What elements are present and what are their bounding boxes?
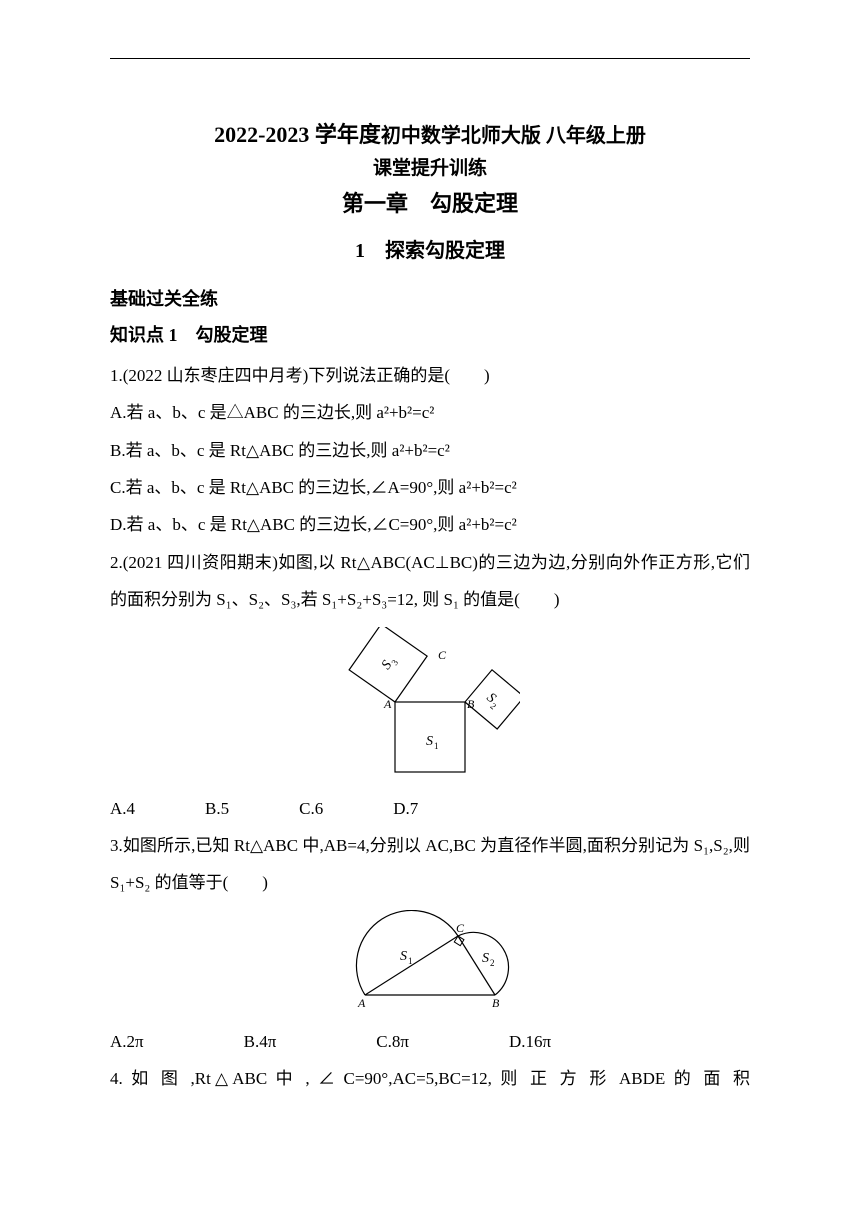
q2-option-c: C.6 (299, 790, 323, 827)
q2-option-a: A.4 (110, 790, 135, 827)
q1-option-c: C.若 a、b、c 是 Rt△ABC 的三边长,∠A=90°,则 a²+b²=c… (110, 469, 750, 506)
svg-text:S: S (400, 949, 407, 964)
q3-figure: A B C S 1 S 2 (110, 910, 750, 1015)
document-title-line1: 2022-2023 学年度初中数学北师大版 八年级上册 (110, 120, 750, 151)
svg-text:S: S (426, 734, 433, 749)
q3-options: A.2π B.4π C.8π D.16π (110, 1023, 750, 1060)
q1-option-d: D.若 a、b、c 是 Rt△ABC 的三边长,∠C=90°,则 a²+b²=c… (110, 506, 750, 543)
header-rule (110, 58, 750, 59)
q2-diagram-svg: S 1 A B S 3 S 2 C (340, 627, 520, 777)
heading-basic: 基础过关全练 (110, 285, 750, 311)
q3-diagram-svg: A B C S 1 S 2 (330, 910, 530, 1010)
q2-figure: S 1 A B S 3 S 2 C (110, 627, 750, 782)
q2-options: A.4 B.5 C.6 D.7 (110, 790, 750, 827)
q2-option-d: D.7 (393, 790, 418, 827)
svg-text:S: S (482, 951, 489, 966)
q2-option-b: B.5 (205, 790, 229, 827)
title-rest: 初中数学北师大版 八年级上册 (381, 125, 646, 147)
svg-text:2: 2 (490, 958, 495, 968)
q3-stem: 3.如图所示,已知 Rt△ABC 中,AB=4,分别以 AC,BC 为直径作半圆… (110, 827, 750, 902)
chapter-title: 第一章 勾股定理 (110, 186, 750, 218)
q1-option-b: B.若 a、b、c 是 Rt△ABC 的三边长,则 a²+b²=c² (110, 432, 750, 469)
section-title: 1 探索勾股定理 (110, 234, 750, 263)
q1-option-a: A.若 a、b、c 是△ABC 的三边长,则 a²+b²=c² (110, 394, 750, 431)
svg-text:1: 1 (434, 741, 439, 751)
heading-kp1: 知识点 1 勾股定理 (110, 321, 750, 347)
svg-text:A: A (357, 996, 366, 1010)
title-year: 2022-2023 学年度 (214, 122, 381, 147)
q3-option-b: B.4π (244, 1023, 277, 1060)
q4-stem: 4. 如 图 ,Rt△ABC 中 , ∠ C=90°,AC=5,BC=12, 则… (110, 1060, 750, 1097)
q3-option-c: C.8π (376, 1023, 409, 1060)
q3-option-d: D.16π (509, 1023, 551, 1060)
q2-stem: 2.(2021 四川资阳期末)如图,以 Rt△ABC(AC⊥BC)的三边为边,分… (110, 544, 750, 619)
svg-text:1: 1 (408, 956, 413, 966)
q1-stem: 1.(2022 山东枣庄四中月考)下列说法正确的是( ) (110, 357, 750, 394)
document-title-line2: 课堂提升训练 (110, 153, 750, 180)
svg-text:C: C (438, 648, 447, 662)
q3-option-a: A.2π (110, 1023, 144, 1060)
svg-text:B: B (492, 996, 500, 1010)
svg-text:C: C (456, 921, 465, 935)
